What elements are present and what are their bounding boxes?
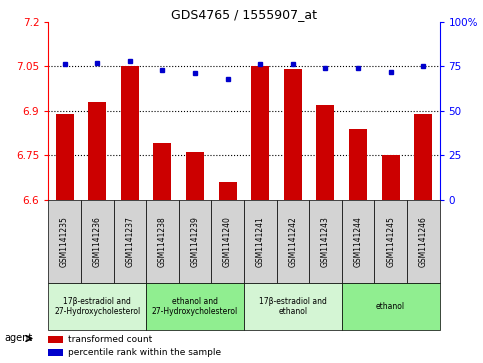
Text: GSM1141243: GSM1141243	[321, 216, 330, 267]
Bar	[342, 283, 440, 330]
Text: GSM1141236: GSM1141236	[93, 216, 102, 267]
Bar	[56, 114, 73, 200]
Bar	[146, 283, 244, 330]
Bar	[284, 69, 302, 200]
Bar	[316, 105, 334, 200]
Bar	[407, 200, 440, 283]
Bar	[309, 200, 342, 283]
Bar	[349, 129, 367, 200]
Bar	[88, 102, 106, 200]
Text: GSM1141242: GSM1141242	[288, 216, 298, 267]
Bar	[374, 200, 407, 283]
Text: GSM1141246: GSM1141246	[419, 216, 428, 267]
Bar	[114, 200, 146, 283]
Bar	[414, 114, 432, 200]
Text: percentile rank within the sample: percentile rank within the sample	[68, 348, 221, 357]
Bar	[48, 335, 63, 343]
Bar	[382, 155, 399, 200]
Bar	[121, 66, 139, 200]
Bar	[276, 200, 309, 283]
Text: 17β-estradiol and
27-Hydroxycholesterol: 17β-estradiol and 27-Hydroxycholesterol	[54, 297, 141, 317]
Text: ethanol: ethanol	[376, 302, 405, 311]
Title: GDS4765 / 1555907_at: GDS4765 / 1555907_at	[171, 8, 317, 21]
Text: GSM1141240: GSM1141240	[223, 216, 232, 267]
Bar	[146, 200, 179, 283]
Bar	[48, 349, 63, 356]
Text: 17β-estradiol and
ethanol: 17β-estradiol and ethanol	[259, 297, 327, 317]
Bar	[186, 152, 204, 200]
Text: GSM1141235: GSM1141235	[60, 216, 69, 267]
Text: GSM1141245: GSM1141245	[386, 216, 395, 267]
Text: GSM1141244: GSM1141244	[354, 216, 363, 267]
Bar	[244, 283, 342, 330]
Bar	[244, 200, 277, 283]
Bar	[48, 200, 81, 283]
Bar	[251, 66, 269, 200]
Bar	[48, 283, 146, 330]
Bar	[342, 200, 374, 283]
Text: GSM1141237: GSM1141237	[125, 216, 134, 267]
Text: GSM1141239: GSM1141239	[190, 216, 199, 267]
Bar	[219, 182, 237, 200]
Text: transformed count: transformed count	[68, 335, 152, 344]
Bar	[81, 200, 114, 283]
Bar	[179, 200, 212, 283]
Text: GSM1141238: GSM1141238	[158, 216, 167, 267]
Text: GSM1141241: GSM1141241	[256, 216, 265, 267]
Text: ethanol and
27-Hydroxycholesterol: ethanol and 27-Hydroxycholesterol	[152, 297, 238, 317]
Bar	[154, 143, 171, 200]
Bar	[212, 200, 244, 283]
Text: agent: agent	[5, 334, 33, 343]
